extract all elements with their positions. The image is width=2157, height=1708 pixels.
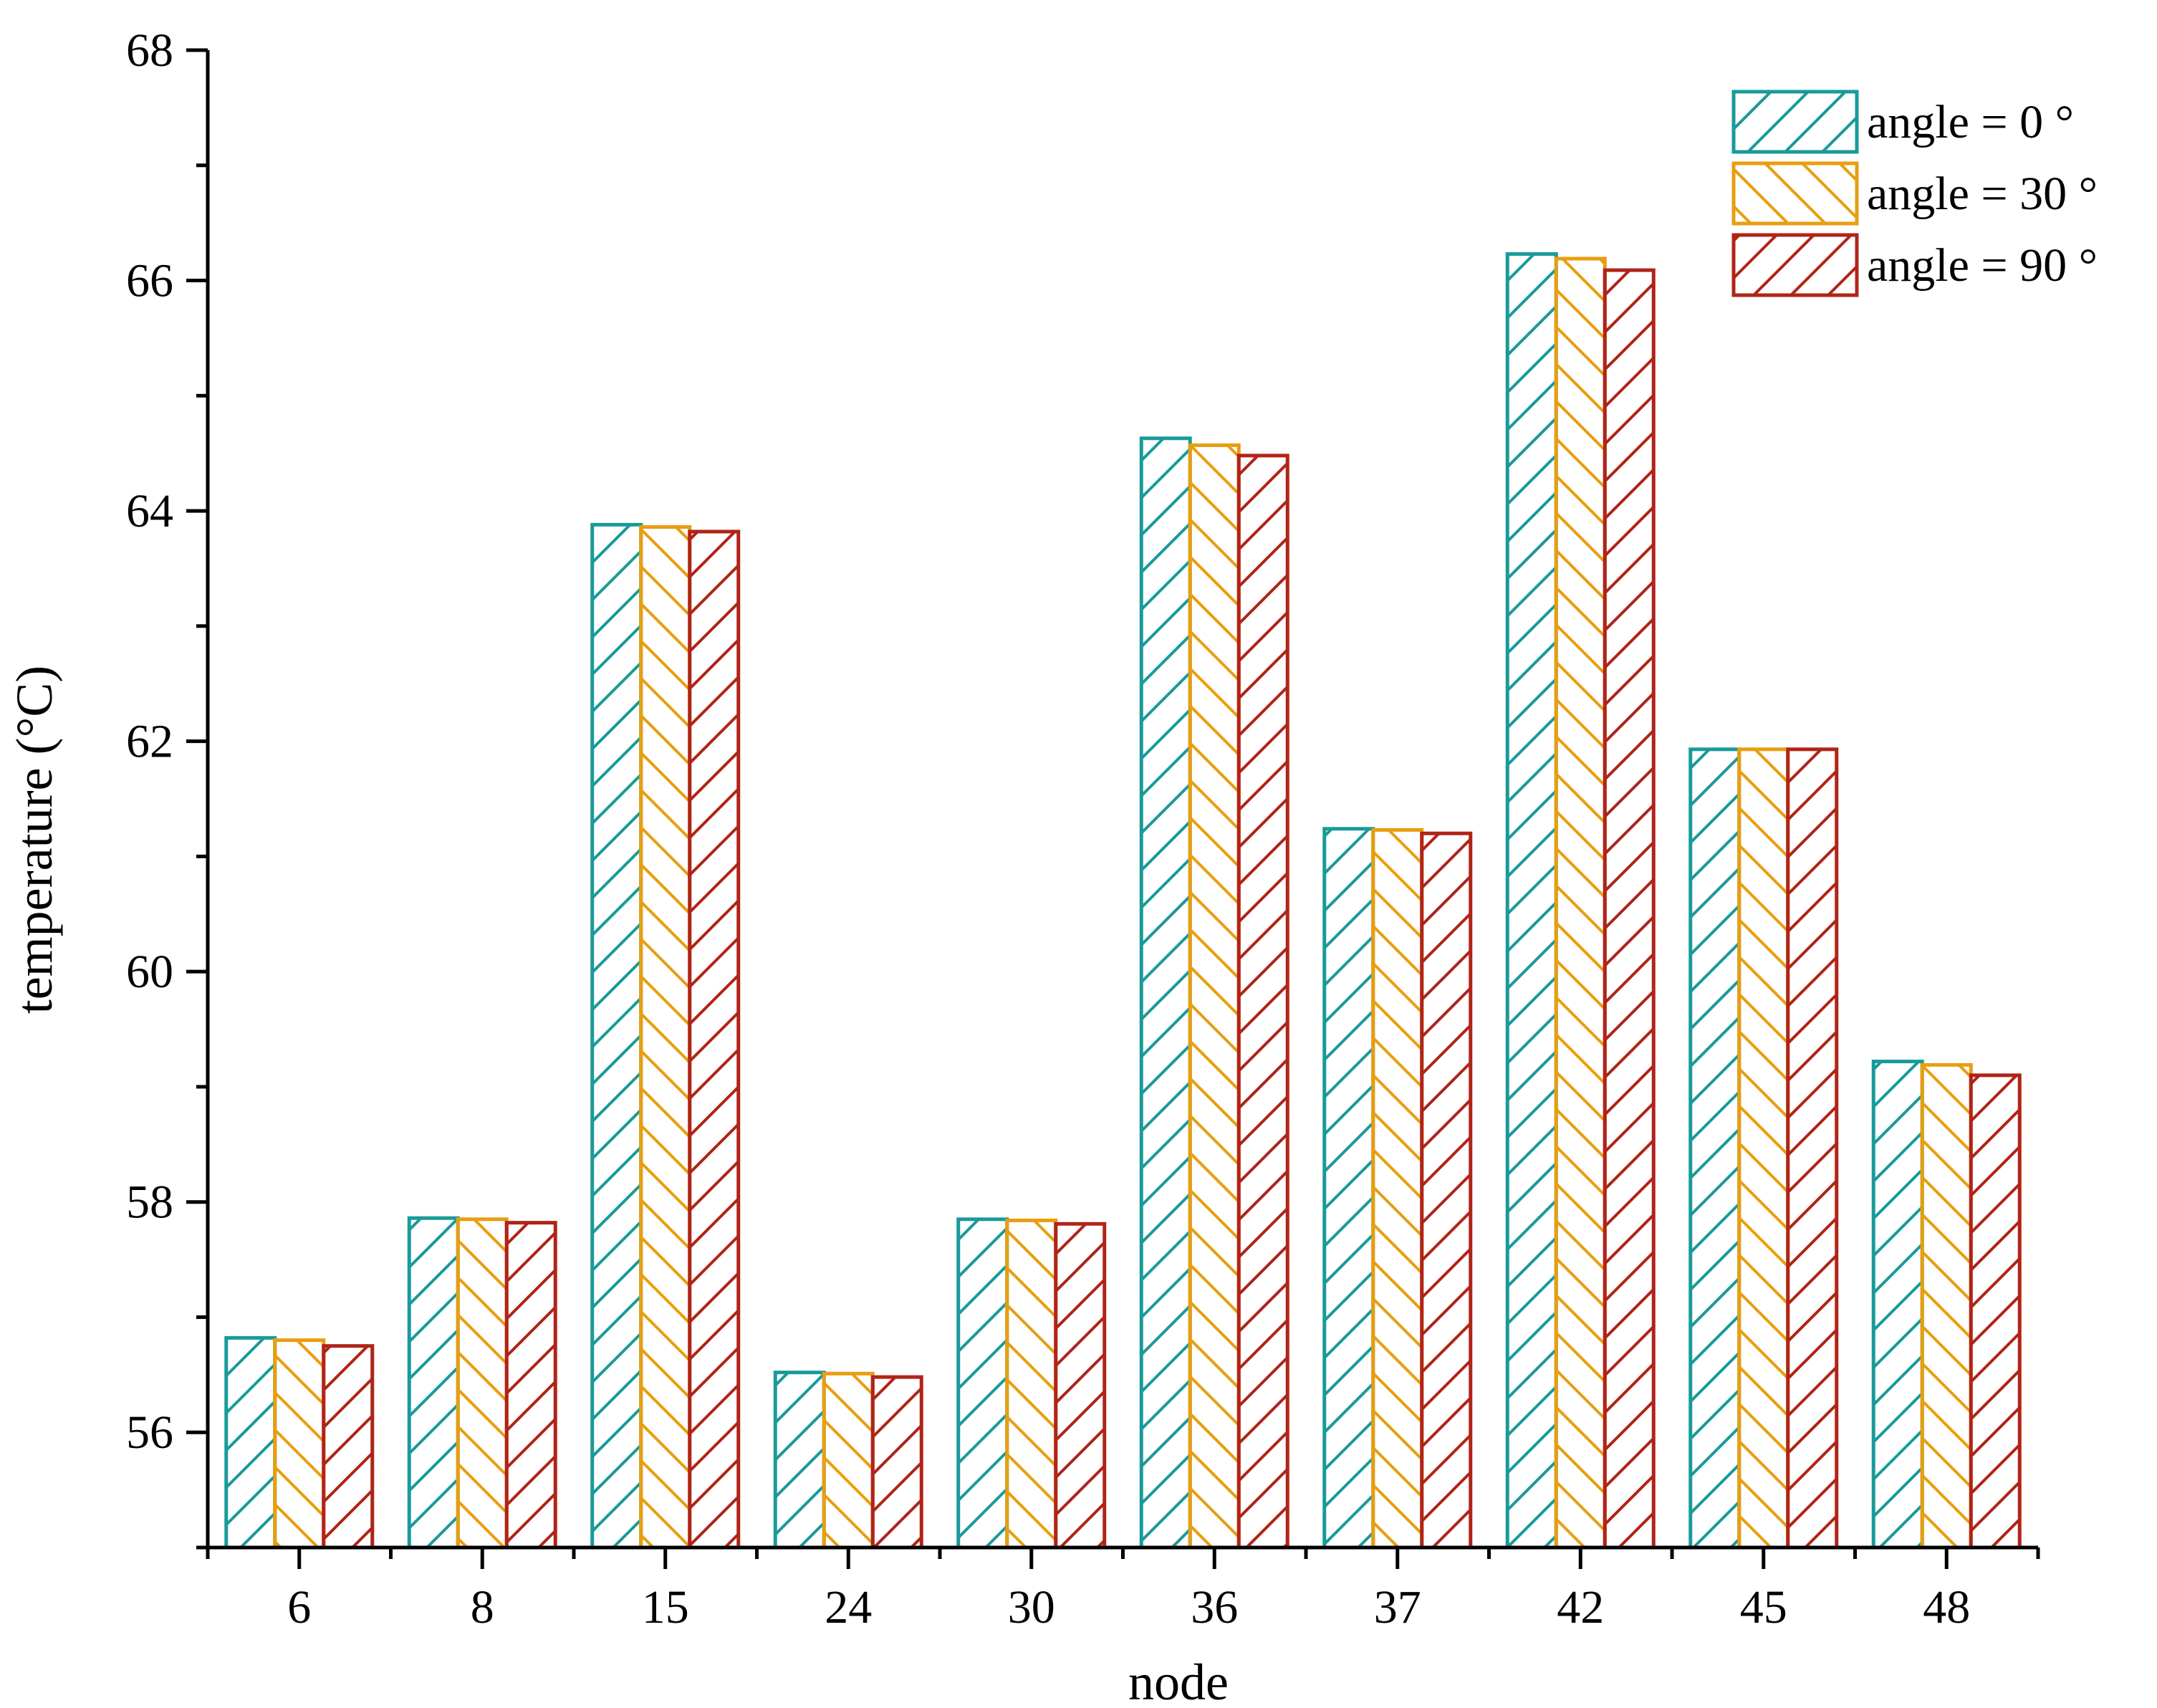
bar-6-series-0 [224, 1335, 277, 1550]
bar-45-series-2 [1786, 747, 1839, 1550]
bar-48-series-2 [1969, 1073, 2022, 1550]
y-tick-label: 64 [126, 485, 173, 537]
y-tick-label: 58 [126, 1176, 173, 1229]
bar-8-series-1 [456, 1217, 509, 1550]
bar-15-series-1 [639, 525, 692, 1550]
bar-37-series-0 [1322, 827, 1375, 1550]
bar-8-series-0 [407, 1216, 460, 1550]
bar-37-series-1 [1371, 827, 1424, 1550]
x-tick-label: 37 [1374, 1581, 1421, 1633]
bar-48-series-1 [1920, 1062, 1973, 1550]
y-tick-label: 68 [126, 24, 173, 77]
y-axis-title: temperature (°C) [6, 666, 63, 1014]
legend-label-2: angle = 90 ° [1867, 239, 2098, 292]
x-tick-label: 30 [1008, 1581, 1055, 1633]
legend-swatch-1 [1731, 161, 1859, 226]
x-tick-label: 24 [825, 1581, 872, 1633]
legend: angle = 0 ° angle = 30 ° angle = 90 ° [1731, 90, 2098, 297]
bar-42-series-1 [1554, 256, 1607, 1550]
bar-42-series-0 [1505, 252, 1558, 1550]
x-tick-label: 48 [1923, 1581, 1970, 1633]
x-tick-label: 8 [471, 1581, 494, 1633]
bars-layer [224, 252, 2022, 1550]
x-tick-label: 15 [642, 1581, 689, 1633]
bar-30-series-2 [1054, 1222, 1107, 1550]
y-tick-label: 62 [126, 716, 173, 768]
x-tick-label: 42 [1557, 1581, 1604, 1633]
bar-45-series-0 [1688, 747, 1742, 1550]
bar-24-series-1 [822, 1371, 875, 1550]
bar-6-series-2 [322, 1344, 375, 1550]
legend-label-1: angle = 30 ° [1867, 168, 2098, 220]
x-tick-label: 36 [1191, 1581, 1238, 1633]
bar-37-series-2 [1420, 831, 1473, 1550]
x-axis-title: node [1128, 1654, 1229, 1708]
y-tick-label: 66 [126, 255, 173, 307]
bar-30-series-1 [1005, 1218, 1058, 1550]
bar-15-series-2 [688, 529, 741, 1550]
bar-30-series-0 [956, 1217, 1009, 1550]
bar-6-series-1 [273, 1338, 326, 1550]
legend-swatch-2 [1731, 233, 1859, 297]
y-tick-label: 60 [126, 946, 173, 998]
x-tick-label: 6 [287, 1581, 311, 1633]
bar-24-series-2 [870, 1375, 923, 1550]
x-tick-label: 45 [1740, 1581, 1787, 1633]
legend-label-0: angle = 0 ° [1867, 96, 2074, 148]
bar-36-series-1 [1188, 443, 1241, 1550]
bar-42-series-2 [1603, 268, 1656, 1550]
bar-36-series-0 [1139, 436, 1192, 1550]
y-tick-label: 56 [126, 1406, 173, 1459]
bar-24-series-0 [773, 1371, 826, 1550]
bar-8-series-2 [504, 1221, 557, 1550]
bar-36-series-2 [1236, 454, 1289, 1550]
bar-48-series-0 [1871, 1060, 1924, 1550]
legend-swatch-0 [1731, 90, 1859, 154]
bar-15-series-0 [590, 522, 643, 1550]
bar-45-series-1 [1737, 747, 1790, 1550]
